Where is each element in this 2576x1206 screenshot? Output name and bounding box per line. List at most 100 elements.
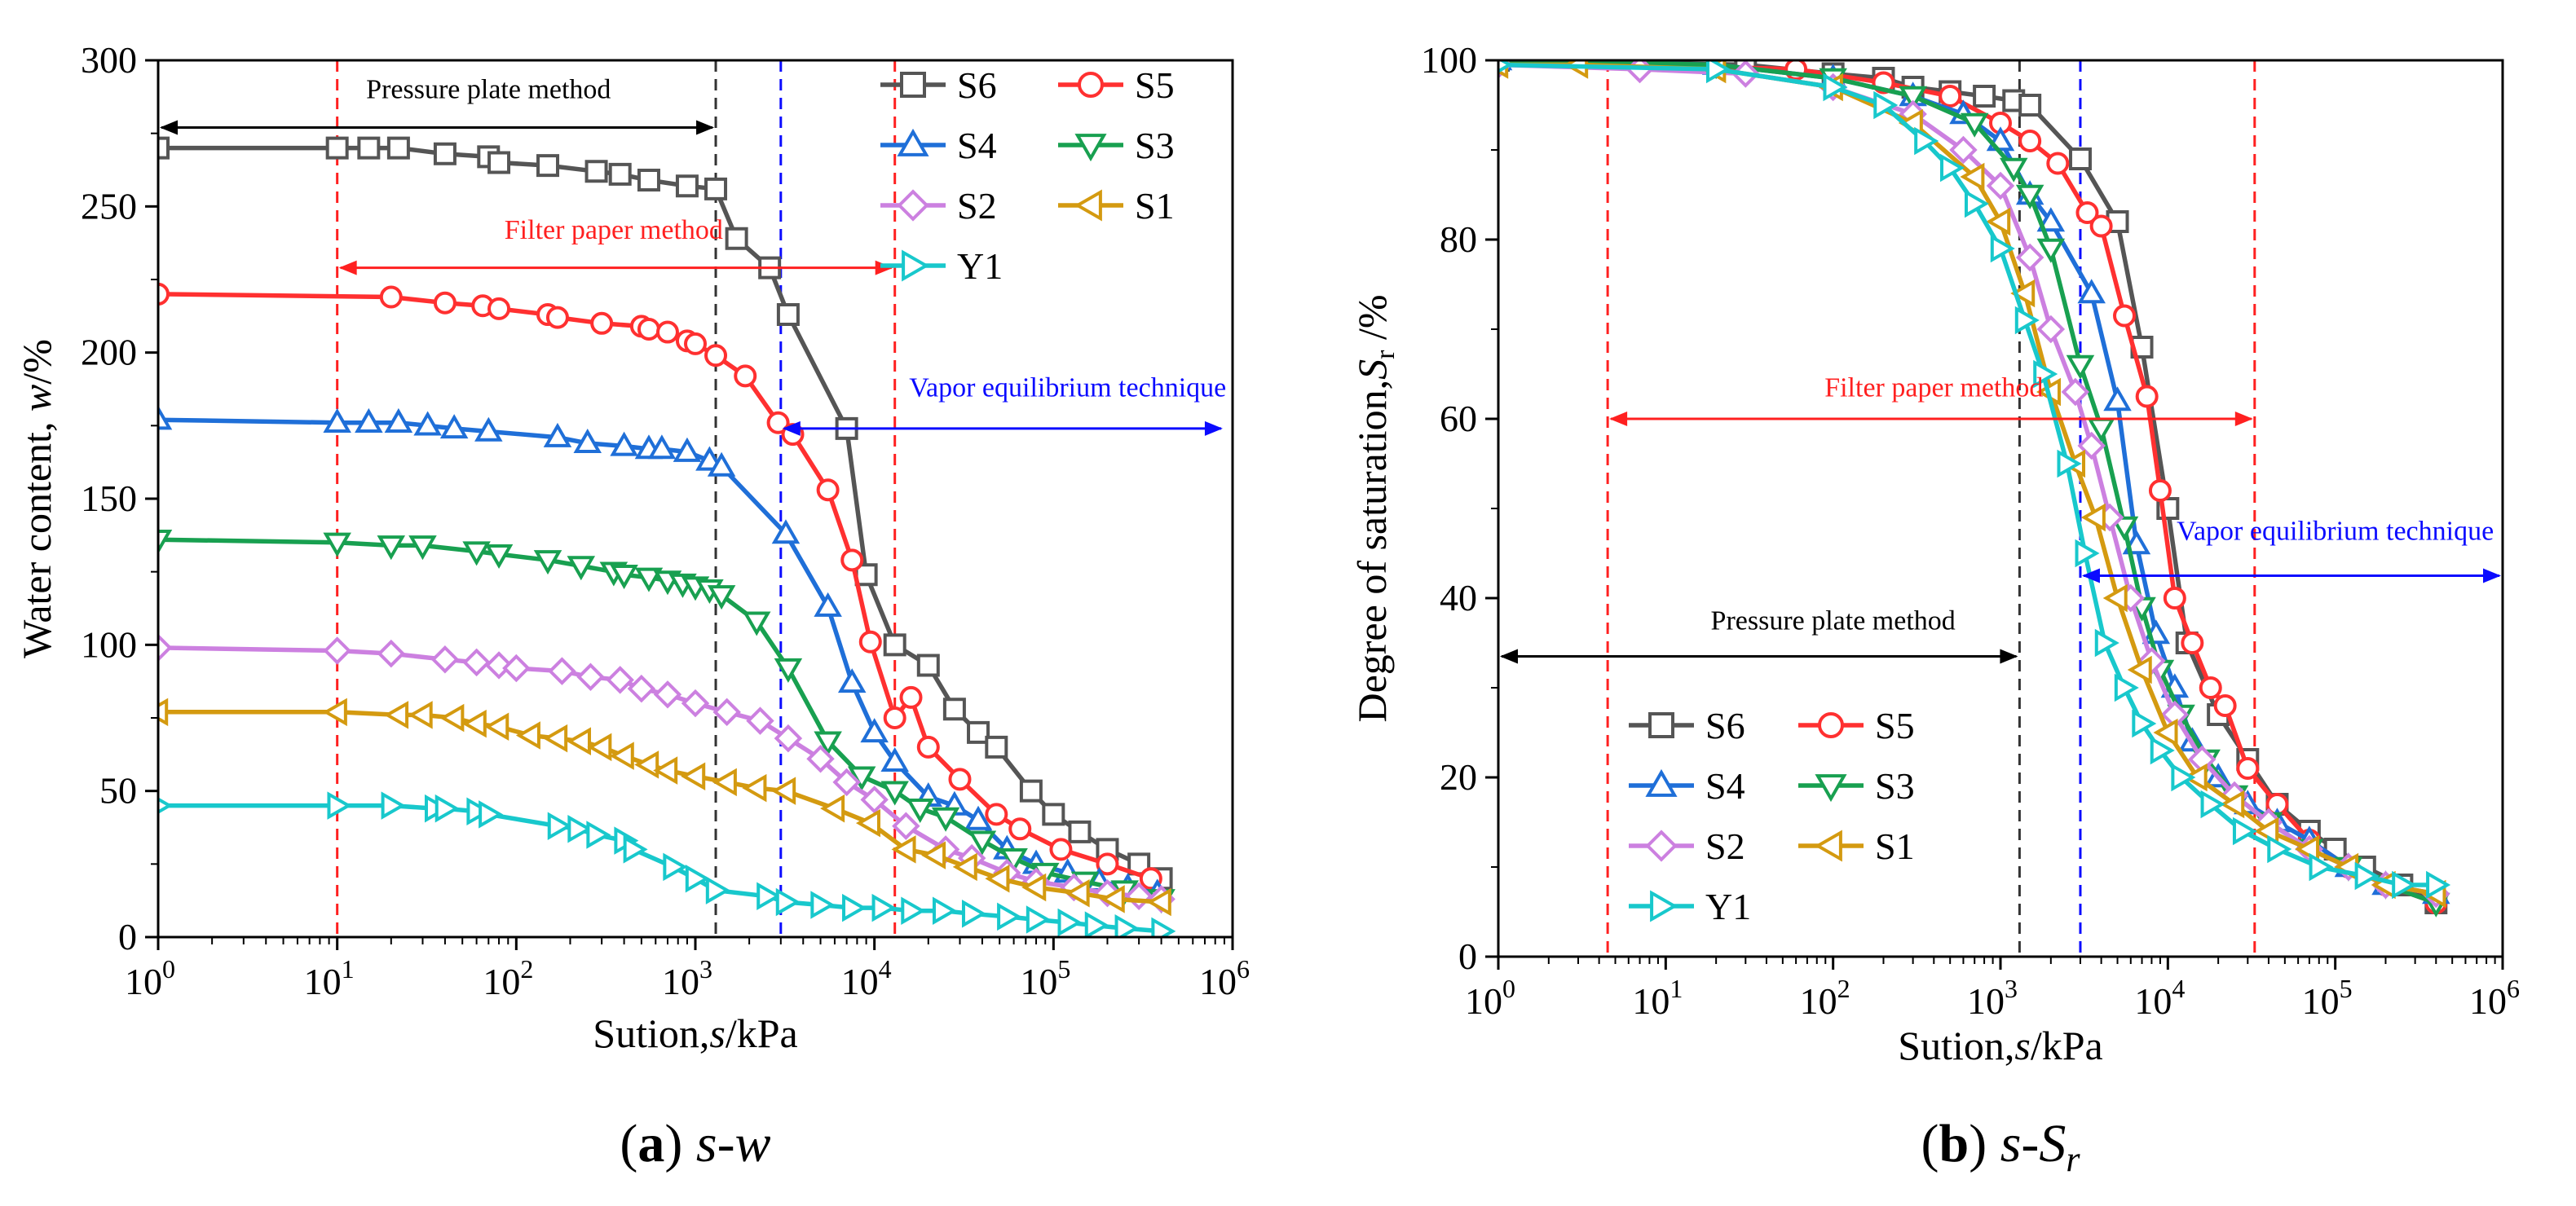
series-s3-point: [1899, 86, 1927, 111]
series-s4-point: [413, 411, 442, 436]
series-s1-point: [1065, 878, 1090, 908]
x-tick-label: 101: [1632, 974, 1683, 1022]
series-s4-point: [964, 805, 993, 830]
series-s5-point: [840, 548, 864, 572]
range-label: Pressure plate method: [1711, 606, 1956, 636]
series-s2-point: [484, 651, 514, 680]
series-y1-point: [158, 797, 173, 814]
x-tick-label: 100: [1465, 974, 1515, 1022]
series-s1-point: [2010, 279, 2036, 308]
series-s5-point: [1008, 817, 1032, 841]
x-tick-label: 106: [1199, 954, 1250, 1002]
series-y1-point: [1914, 126, 1939, 156]
series-s4-point: [814, 592, 842, 617]
series-s4-point: [647, 434, 677, 460]
series-s1-point: [384, 701, 409, 729]
series-s4-point: [673, 437, 702, 462]
y-tick-label: 40: [1440, 577, 1477, 618]
x-tick-label: 106: [2469, 974, 2520, 1022]
series-s3-point: [567, 556, 596, 581]
series-s6-point: [942, 698, 966, 721]
y-tick-label: 60: [1440, 398, 1477, 439]
series-s5-point: [487, 297, 511, 320]
series-y1-point: [2267, 834, 2292, 864]
series-s2-point: [158, 633, 173, 662]
x-tick-label: 105: [2302, 974, 2353, 1022]
range-label: Filter paper method: [505, 215, 723, 245]
legend-s5-marker: [1818, 712, 1844, 738]
series-s5-point: [2148, 479, 2172, 502]
series-s6-point: [433, 142, 457, 165]
legend-s4-label: S4: [957, 125, 997, 166]
series-y1-point: [434, 794, 460, 823]
series-s3-point: [814, 731, 842, 756]
range-arrowhead-left: [2081, 568, 2100, 583]
series-s5-point: [2113, 304, 2137, 328]
series-s1-point: [742, 773, 767, 803]
series-s4-point: [158, 405, 173, 430]
series-s4-point: [860, 718, 889, 743]
series-y1-point: [932, 896, 958, 925]
series-s2-point: [606, 666, 634, 694]
series-s3-point: [742, 611, 771, 636]
series-s3-point: [707, 585, 736, 610]
series-s2-point: [832, 768, 861, 797]
series-y1-point: [1990, 234, 2015, 263]
series-s6-point: [1019, 779, 1043, 803]
series-y1-point: [1939, 153, 1965, 183]
series-s6-point: [883, 633, 906, 657]
series-s3-point: [2000, 157, 2028, 183]
y-tick-label: 0: [1458, 935, 1477, 977]
series-y1-point: [381, 791, 406, 820]
legend-s2-marker: [1645, 830, 1678, 862]
series-s5-point: [2199, 676, 2222, 699]
series-s5-point: [2181, 632, 2204, 654]
series-s4-point: [474, 416, 503, 442]
series-y1-point: [2132, 709, 2157, 738]
series-s5-point: [379, 285, 403, 309]
y-tick-label: 50: [99, 770, 137, 812]
method-ranges: Filter paper method Vapor equilibrium tec…: [1500, 373, 2501, 664]
legend-s1-label: S1: [1875, 825, 1915, 867]
series-s3-point: [931, 807, 960, 832]
series-s2-point: [746, 706, 774, 735]
series-y1-point: [663, 852, 688, 882]
series-s1-point: [2220, 790, 2245, 819]
range-arrowhead-left: [782, 420, 801, 436]
legend-y1-label: Y1: [957, 245, 1003, 287]
legend-s4-marker: [897, 128, 929, 156]
legend: S6 S5 S4 S3 S2 S1 Y1: [1629, 705, 1915, 927]
series-s3-point: [533, 550, 562, 575]
series-y1-point: [756, 882, 782, 911]
x-tick-label: 100: [125, 954, 175, 1002]
series-y1-point: [961, 900, 986, 928]
legend-s6-label: S6: [957, 64, 997, 106]
series-s4-point: [439, 414, 469, 439]
series-y1-point: [2057, 449, 2082, 478]
series-s3-point: [2036, 238, 2066, 263]
legend-s1-label: S1: [1135, 185, 1175, 227]
series-s6-point: [2068, 147, 2092, 170]
series-s1-point: [543, 724, 568, 753]
series-s5-point: [2135, 385, 2159, 408]
series-s1-point: [1021, 873, 1047, 902]
series-s1-point: [1146, 887, 1171, 917]
series-s6-point: [637, 169, 660, 192]
series-s4-point: [2077, 279, 2106, 304]
series-s3-point: [634, 567, 664, 592]
y-tick-label: 300: [81, 39, 137, 81]
series-y1-point: [1498, 60, 1513, 73]
series-y1-line: [1498, 62, 2437, 887]
series-s1-point: [2153, 718, 2178, 747]
legend-s5-marker: [1078, 72, 1104, 98]
series-y1-point: [1084, 911, 1109, 937]
series-s5-point: [2089, 214, 2113, 238]
series-y1-point: [1114, 913, 1140, 937]
x-tick-label: 104: [2134, 974, 2185, 1022]
series-s1-point: [2080, 503, 2106, 532]
series-s2-point: [712, 698, 741, 727]
series-s3-line: [1498, 60, 2437, 905]
series-s2-point: [462, 648, 491, 677]
series-s3-point: [880, 781, 909, 806]
series-s4-point: [573, 429, 602, 454]
